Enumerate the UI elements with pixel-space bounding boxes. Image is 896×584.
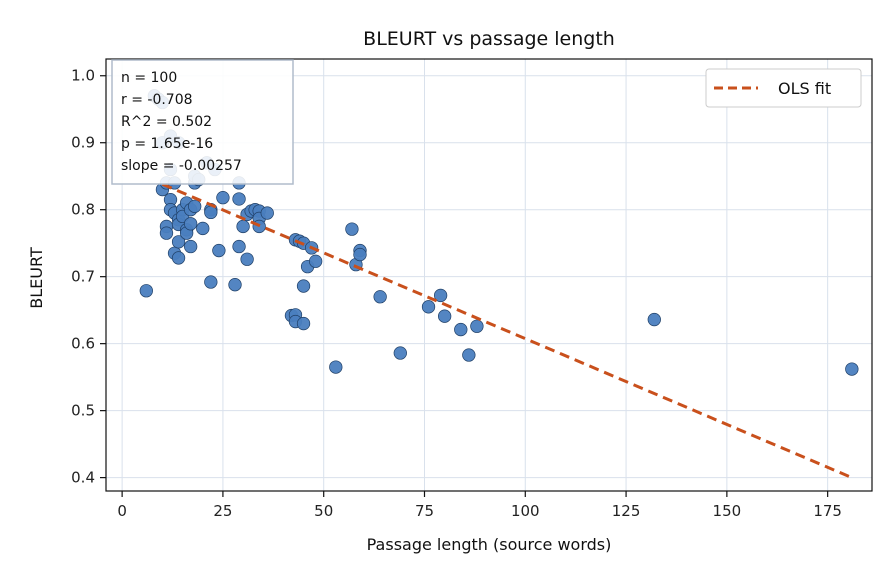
ols-fit-line [161,182,853,479]
stats-box-frame [111,59,294,185]
x-tick-label: 50 [314,502,333,520]
ols-fit-layer [161,182,853,479]
x-tick-label: 175 [813,502,842,520]
data-point [373,290,387,304]
data-point [204,275,218,289]
data-point [232,192,246,206]
data-point [433,288,448,303]
data-point [212,243,226,258]
data-point [308,254,323,268]
x-gridlines [121,59,829,491]
y-tick-label: 0.6 [71,335,95,353]
y-axis-ticks: 0.4 0.5 0.6 0.7 0.8 0.9 1.0 [71,67,106,487]
legend-fit-label: OLS fit [778,79,831,98]
data-point [159,226,174,240]
data-point [188,199,202,213]
data-point [184,217,198,231]
x-tick-label: 25 [213,502,232,520]
stats-r-squared: R^2 = 0.502 [121,114,212,130]
x-axis-ticks: 0 25 50 75 100 125 150 175 [117,491,842,520]
y-tick-label: 0.8 [71,201,95,219]
stats-box: n = 100 r = -0.708 R^2 = 0.502 p = 1.65e… [111,59,294,185]
data-point [345,222,359,236]
y-axis-label: BLEURT [27,247,46,309]
data-point [421,300,436,314]
data-point [393,346,407,360]
y-tick-label: 0.9 [71,134,95,152]
chart-title: BLEURT vs passage length [363,28,615,50]
data-point [228,278,242,292]
y-tick-label: 0.4 [71,469,95,487]
data-point [216,190,230,205]
x-tick-label: 0 [117,502,127,520]
stats-r: r = -0.708 [121,92,193,108]
data-point [454,322,468,337]
x-tick-label: 75 [415,502,434,520]
data-point [462,348,476,362]
data-point [296,279,311,293]
data-point [438,309,452,323]
data-point [845,362,859,376]
data-point [236,219,250,234]
x-axis-label: Passage length (source words) [367,535,612,554]
data-point [260,206,274,220]
data-point [296,316,311,331]
data-point [470,319,484,333]
legend-frame [705,68,862,108]
y-tick-label: 0.5 [71,402,95,420]
data-point [171,235,186,249]
stats-n: n = 100 [121,70,177,86]
legend: OLS fit [705,68,862,108]
data-point [232,239,246,254]
y-tick-label: 1.0 [71,67,95,85]
x-tick-label: 125 [612,502,641,520]
plot-frame [105,58,873,492]
data-point [184,239,198,254]
y-tick-label: 0.7 [71,268,95,286]
data-point [329,360,343,374]
data-point [353,247,367,262]
x-tick-label: 150 [713,502,742,520]
stats-p-value: p = 1.65e-16 [121,136,213,152]
data-point [647,312,661,327]
data-point [171,251,186,265]
stats-slope: slope = -0.00257 [121,158,242,174]
data-point [240,252,254,266]
data-point [139,284,153,298]
data-point [196,221,210,236]
x-tick-label: 100 [511,502,540,520]
